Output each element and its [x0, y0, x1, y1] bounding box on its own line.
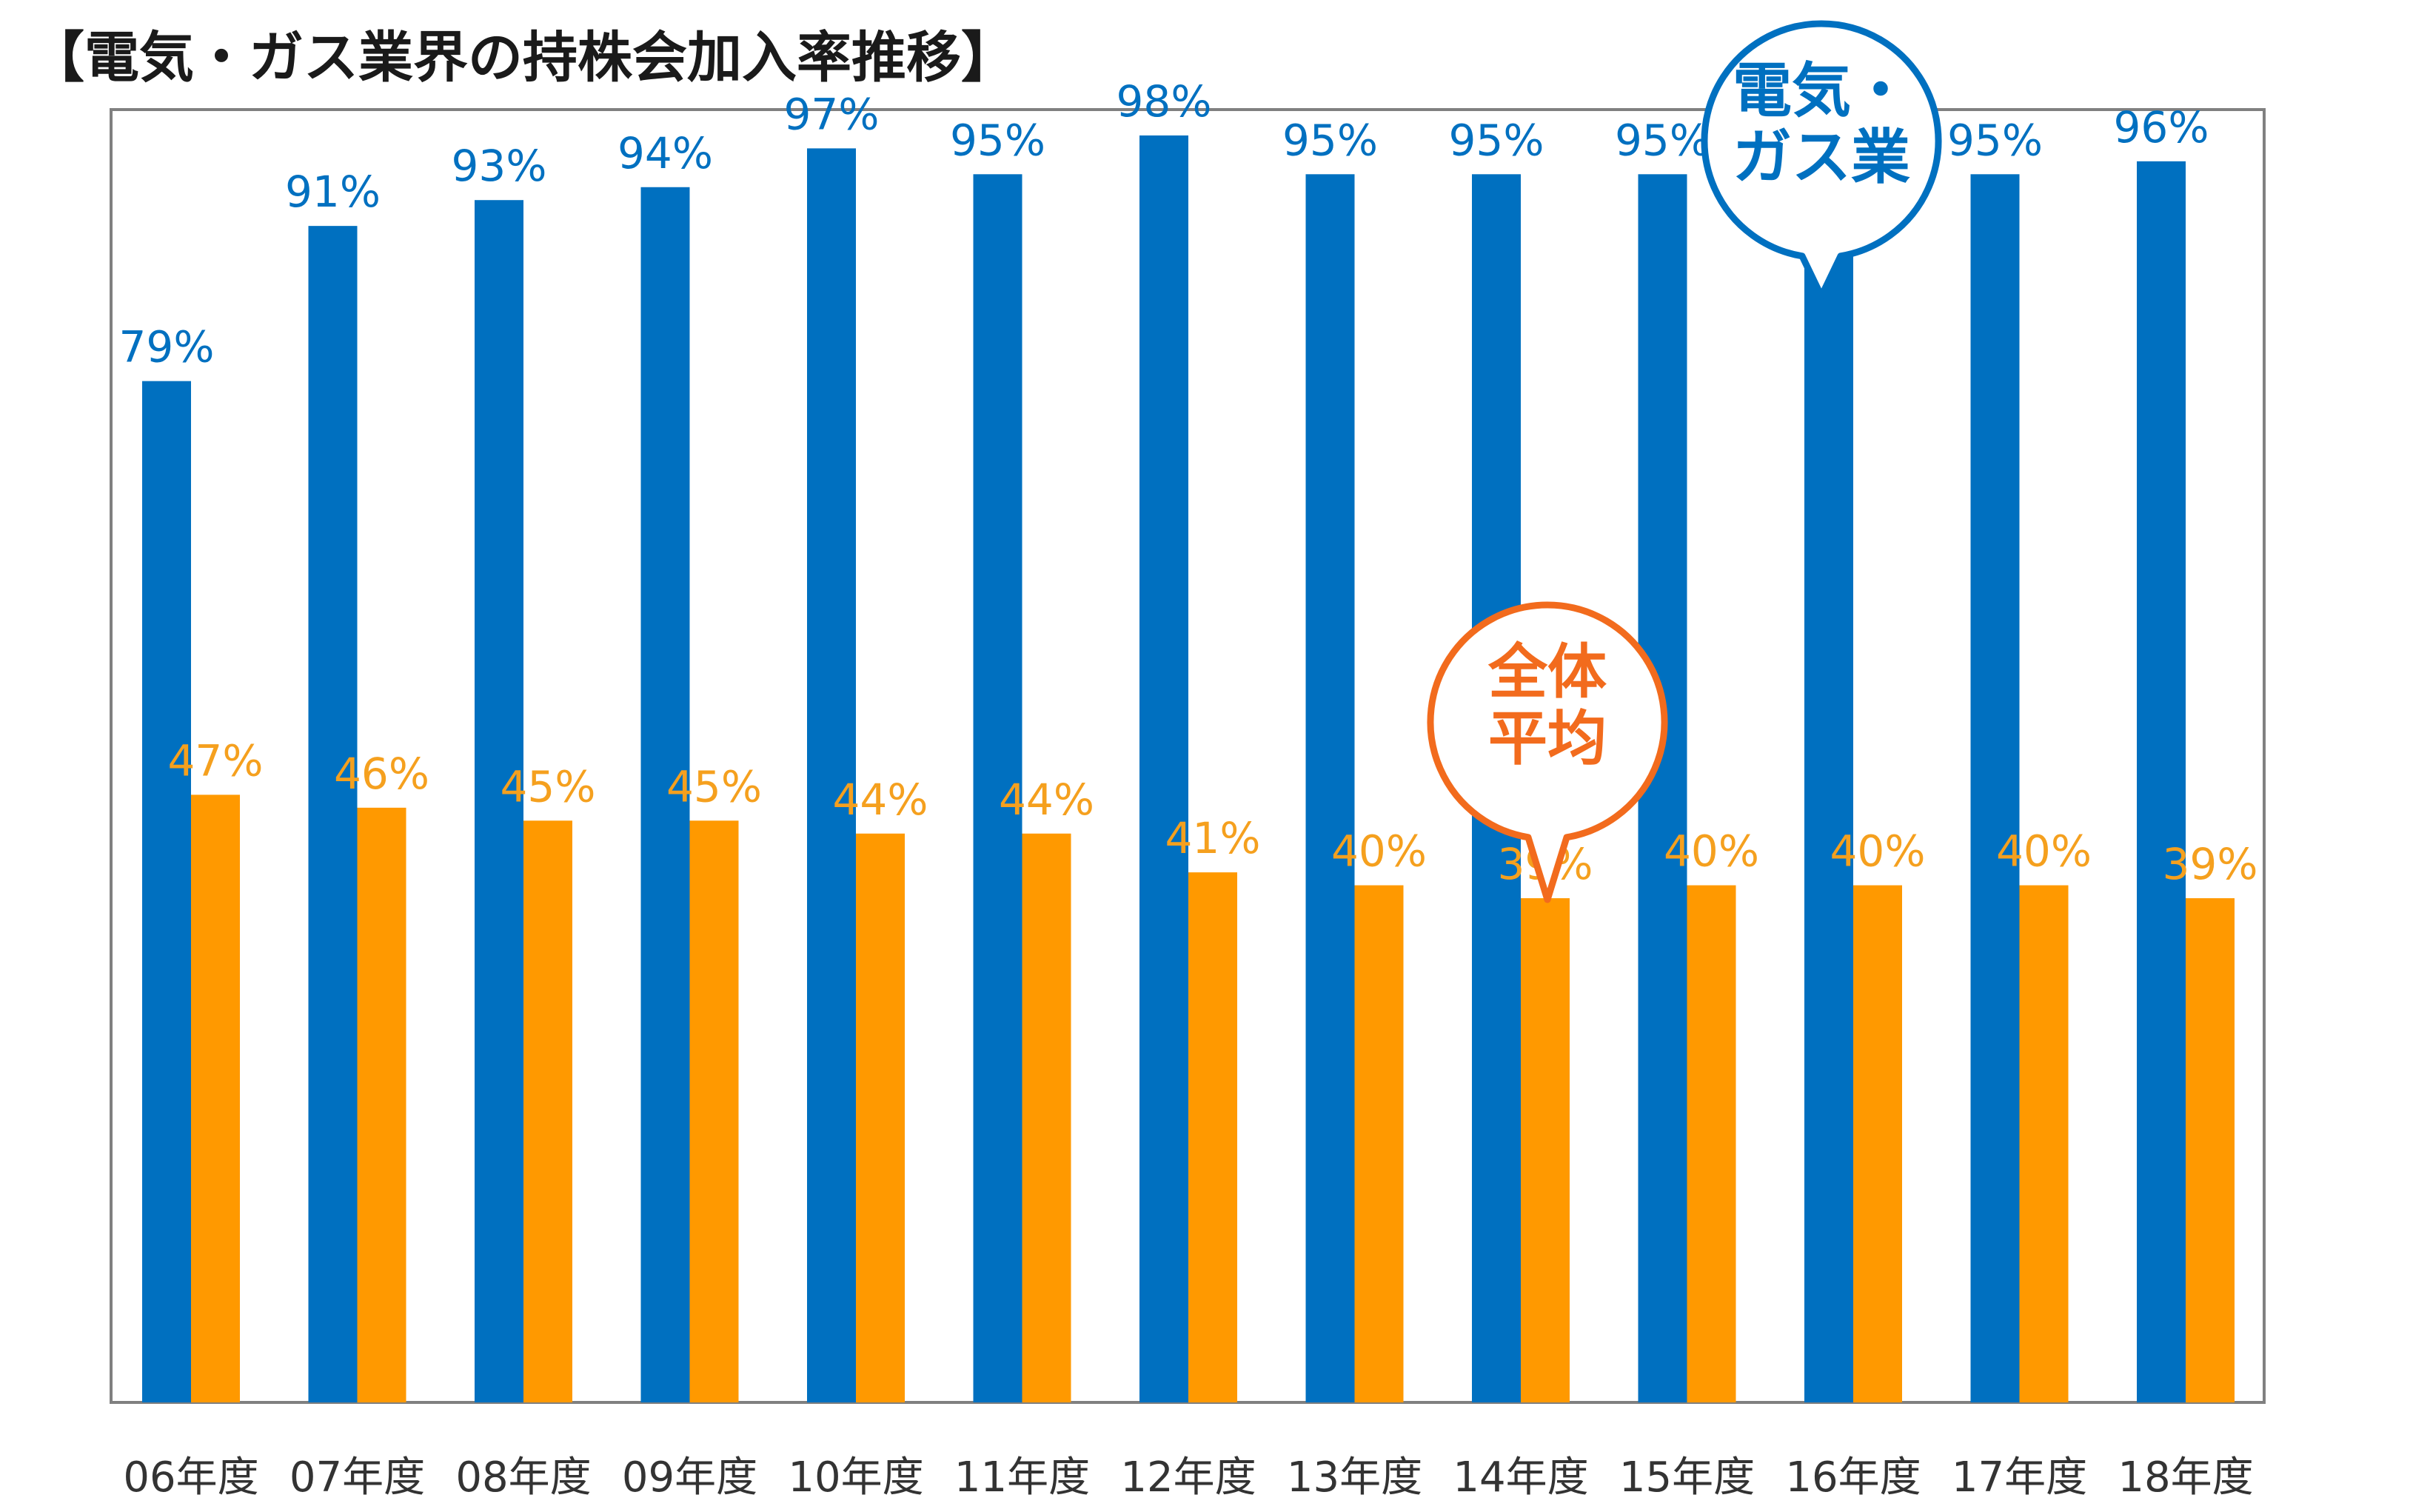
bar-overall-average-12: [2186, 898, 2235, 1402]
category-label-6: 12年度: [1120, 1454, 1256, 1502]
category-label-2: 08年度: [455, 1454, 591, 1502]
data-label-electric-gas-7: 95%: [1282, 115, 1378, 165]
data-label-electric-gas-0: 79%: [119, 322, 215, 372]
data-label-overall-average-11: 40%: [1996, 826, 2092, 877]
data-label-electric-gas-1: 91%: [285, 167, 381, 217]
callout-electric-gas: 電気・ ガス業: [1703, 58, 1940, 190]
callouts-layer: [1427, 20, 1942, 903]
category-label-10: 16年度: [1785, 1454, 1921, 1502]
data-label-electric-gas-11: 95%: [1947, 115, 2043, 165]
bar-overall-average-10: [1853, 885, 1902, 1402]
data-label-electric-gas-12: 96%: [2114, 102, 2209, 153]
category-label-0: 06年度: [123, 1454, 258, 1502]
bar-overall-average-8: [1521, 898, 1570, 1402]
data-label-overall-average-3: 45%: [666, 761, 762, 812]
data-label-electric-gas-4: 97%: [784, 89, 880, 139]
bar-electric-gas-0: [142, 381, 191, 1403]
category-label-5: 11年度: [954, 1454, 1090, 1502]
bar-electric-gas-1: [308, 226, 358, 1402]
bar-electric-gas-4: [807, 148, 856, 1402]
data-label-overall-average-5: 44%: [999, 775, 1094, 825]
data-label-electric-gas-8: 95%: [1449, 115, 1544, 165]
data-label-electric-gas-5: 95%: [950, 115, 1045, 165]
bar-electric-gas-11: [1970, 174, 2020, 1402]
category-label-3: 09年度: [622, 1454, 757, 1502]
bar-overall-average-6: [1188, 872, 1237, 1402]
callout-bubble-overall-average: [1427, 601, 1668, 903]
data-label-electric-gas-3: 94%: [617, 128, 713, 178]
bar-overall-average-11: [2019, 885, 2069, 1402]
callout-overall-average-line1: 全体: [1488, 638, 1607, 706]
bar-electric-gas-2: [475, 200, 523, 1403]
bar-overall-average-9: [1687, 885, 1736, 1402]
labels-layer: 79% 47% 06年度 91% 46% 07年度 93% 45% 08年度 94% 45% 09年度…: [119, 76, 2258, 1502]
bar-electric-gas-7: [1305, 174, 1355, 1402]
data-label-overall-average-0: 47%: [168, 735, 264, 786]
callout-bubble-electric-gas: [1701, 20, 1942, 300]
bar-electric-gas-6: [1139, 135, 1188, 1402]
category-label-9: 15年度: [1619, 1454, 1755, 1502]
category-label-4: 10年度: [788, 1454, 923, 1502]
data-label-overall-average-4: 44%: [833, 775, 928, 825]
data-label-overall-average-7: 40%: [1331, 826, 1427, 877]
category-label-8: 14年度: [1453, 1454, 1588, 1502]
chart-title: 【電気・ガス業界の持株会加入率推移】: [30, 26, 1016, 90]
category-label-11: 17年度: [1952, 1454, 2087, 1502]
bar-electric-gas-5: [973, 174, 1022, 1402]
data-label-overall-average-1: 46%: [334, 749, 429, 799]
callout-electric-gas-line1: 電気・: [1733, 56, 1910, 125]
data-label-electric-gas-6: 98%: [1117, 76, 1212, 127]
data-label-overall-average-12: 39%: [2163, 839, 2258, 889]
bar-overall-average-2: [523, 820, 572, 1402]
bar-electric-gas-3: [640, 187, 690, 1402]
data-label-electric-gas-2: 93%: [452, 141, 547, 191]
callout-electric-gas-line2: ガス業: [1733, 122, 1910, 192]
callout-overall-average: 全体 平均: [1429, 639, 1666, 772]
bar-overall-average-7: [1354, 885, 1404, 1402]
callout-overall-average-line2: 平均: [1488, 703, 1607, 773]
category-label-12: 18年度: [2118, 1454, 2253, 1502]
bar-overall-average-3: [689, 820, 739, 1402]
category-label-1: 07年度: [289, 1454, 425, 1502]
data-label-overall-average-6: 41%: [1165, 813, 1261, 863]
bar-overall-average-4: [856, 833, 905, 1402]
bar-electric-gas-10: [1804, 187, 1853, 1402]
bar-overall-average-0: [191, 795, 240, 1402]
category-label-7: 13年度: [1287, 1454, 1422, 1502]
bar-overall-average-1: [357, 807, 406, 1402]
data-label-overall-average-2: 45%: [501, 761, 596, 812]
data-label-overall-average-10: 40%: [1830, 826, 1926, 877]
data-label-electric-gas-9: 95%: [1615, 115, 1710, 165]
data-label-overall-average-9: 40%: [1664, 826, 1759, 877]
bar-overall-average-5: [1022, 833, 1071, 1402]
bars-layer: [142, 135, 2235, 1403]
bar-electric-gas-12: [2137, 161, 2186, 1403]
